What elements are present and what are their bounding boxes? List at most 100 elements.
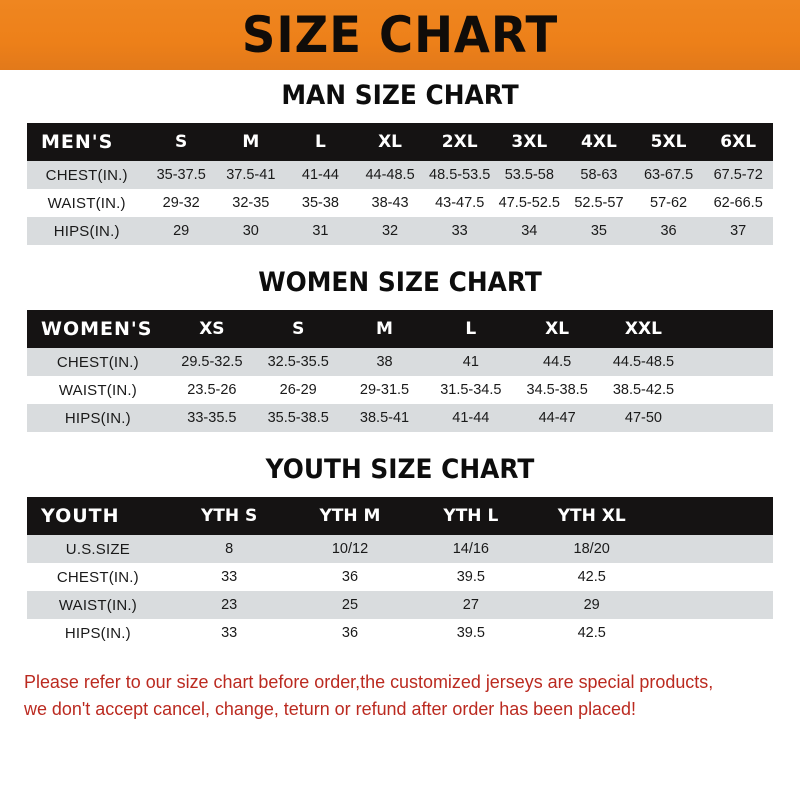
column-header-5: XXL	[600, 310, 687, 348]
cell-value: 47.5-52.5	[494, 189, 565, 217]
cell-blank	[652, 535, 773, 563]
cell-value: 10/12	[289, 535, 411, 563]
row-label: CHEST(IN.)	[27, 161, 147, 189]
table-row: HIPS(IN.) 33 36 39.5 42.5	[27, 619, 773, 647]
cell-value: 29	[146, 217, 216, 245]
row-label: U.S.SIZE	[27, 535, 169, 563]
row-label: CHEST(IN.)	[27, 563, 169, 591]
spacer	[0, 647, 800, 669]
order-policy-note-line-2: we don't accept cancel, change, teturn o…	[24, 697, 636, 719]
table-row: U.S.SIZE 8 10/12 14/16 18/20	[27, 535, 773, 563]
table-header-row: MEN'S S M L XL 2XL 3XL 4XL 5XL 6XL	[27, 123, 773, 161]
table-header-row: YOUTH YTH S YTH M YTH L YTH XL	[27, 497, 773, 535]
cell-value: 32-35	[215, 189, 286, 217]
cell-value: 34.5-38.5	[513, 376, 601, 404]
cell-value: 35.5-38.5	[255, 404, 342, 432]
cell-value: 29	[531, 591, 653, 619]
cell-blank	[652, 591, 773, 619]
cell-blank	[652, 619, 773, 647]
column-header-0: XS	[168, 310, 256, 348]
banner-title: SIZE CHART	[241, 6, 559, 64]
spacer	[0, 485, 800, 497]
cell-value: 42.5	[531, 619, 653, 647]
cell-value: 39.5	[410, 619, 532, 647]
cell-value: 44-47	[513, 404, 601, 432]
cell-value: 14/16	[410, 535, 532, 563]
cell-value: 53.5-58	[494, 161, 565, 189]
cell-value: 27	[410, 591, 532, 619]
table-row: WAIST(IN.) 29-32 32-35 35-38 38-43 43-47.5 47.…	[27, 189, 773, 217]
cell-value: 63-67.5	[633, 161, 704, 189]
section-title-1: WOMEN SIZE CHART	[258, 267, 542, 298]
cell-value: 36	[289, 619, 411, 647]
column-header-0: S	[146, 123, 216, 161]
cell-value: 37.5-41	[215, 161, 286, 189]
cell-value: 32	[355, 217, 425, 245]
size-table-1: WOMEN'S XS S M L XL XXL CHEST(IN.) 29.5-32.5 32.5…	[27, 310, 773, 432]
cell-value: 31	[285, 217, 356, 245]
table-header-label: YOUTH	[27, 497, 169, 535]
cell-value: 36	[633, 217, 704, 245]
cell-value: 35	[564, 217, 634, 245]
column-header-3: YTH XL	[531, 497, 653, 535]
column-header-2: M	[341, 310, 428, 348]
cell-value: 33	[168, 619, 290, 647]
row-label: HIPS(IN.)	[27, 619, 169, 647]
cell-value: 67.5-72	[703, 161, 773, 189]
section-title-0: MAN SIZE CHART	[281, 80, 519, 111]
cell-blank	[686, 404, 773, 432]
cell-value: 39.5	[410, 563, 532, 591]
table-row: HIPS(IN.) 29 30 31 32 33 34 35 36 37	[27, 217, 773, 245]
size-table-0: MEN'S S M L XL 2XL 3XL 4XL 5XL 6XL CHEST(IN.) 35-37…	[27, 123, 773, 245]
cell-value: 33	[424, 217, 495, 245]
cell-value: 33-35.5	[168, 404, 256, 432]
size-chart-banner: SIZE CHART	[0, 0, 800, 70]
table-header-label: WOMEN'S	[27, 310, 169, 348]
cell-value: 62-66.5	[703, 189, 773, 217]
table-row: CHEST(IN.) 33 36 39.5 42.5	[27, 563, 773, 591]
spacer	[0, 111, 800, 123]
cell-value: 8	[168, 535, 290, 563]
table-row: CHEST(IN.) 35-37.5 37.5-41 41-44 44-48.5 48.5…	[27, 161, 773, 189]
column-header-2: L	[285, 123, 356, 161]
cell-value: 44.5-48.5	[600, 348, 687, 376]
column-header-4: XL	[513, 310, 601, 348]
table-row: HIPS(IN.) 33-35.5 35.5-38.5 38.5-41 41-44 44-…	[27, 404, 773, 432]
cell-value: 38	[341, 348, 428, 376]
column-header-1: M	[215, 123, 286, 161]
cell-value: 32.5-35.5	[255, 348, 342, 376]
table-header-label: MEN'S	[27, 123, 147, 161]
cell-value: 23.5-26	[168, 376, 256, 404]
row-label: HIPS(IN.)	[27, 217, 147, 245]
column-header-blank	[652, 497, 773, 535]
cell-value: 41-44	[427, 404, 514, 432]
column-header-5: 3XL	[494, 123, 565, 161]
column-header-3: L	[427, 310, 514, 348]
cell-value: 30	[215, 217, 286, 245]
size-table-2: YOUTH YTH S YTH M YTH L YTH XL U.S.SIZE 8 10/12…	[27, 497, 773, 647]
row-label: WAIST(IN.)	[27, 591, 169, 619]
cell-value: 41	[427, 348, 514, 376]
cell-value: 44-48.5	[355, 161, 425, 189]
cell-value: 58-63	[564, 161, 634, 189]
row-label: WAIST(IN.)	[27, 376, 169, 404]
spacer	[0, 245, 800, 267]
cell-value: 43-47.5	[424, 189, 495, 217]
cell-value: 48.5-53.5	[424, 161, 495, 189]
column-header-3: XL	[355, 123, 425, 161]
cell-value: 41-44	[285, 161, 356, 189]
order-policy-note-line-1: Please refer to our size chart before or…	[24, 671, 714, 692]
cell-value: 35-38	[285, 189, 356, 217]
column-header-7: 5XL	[633, 123, 704, 161]
cell-value: 34	[494, 217, 565, 245]
section-title-2: YOUTH SIZE CHART	[265, 454, 535, 485]
cell-value: 35-37.5	[146, 161, 216, 189]
cell-value: 52.5-57	[564, 189, 634, 217]
cell-value: 31.5-34.5	[427, 376, 514, 404]
row-label: HIPS(IN.)	[27, 404, 169, 432]
column-header-1: YTH M	[289, 497, 411, 535]
column-header-0: YTH S	[168, 497, 290, 535]
column-header-1: S	[255, 310, 342, 348]
cell-value: 25	[289, 591, 411, 619]
column-header-blank	[686, 310, 773, 348]
